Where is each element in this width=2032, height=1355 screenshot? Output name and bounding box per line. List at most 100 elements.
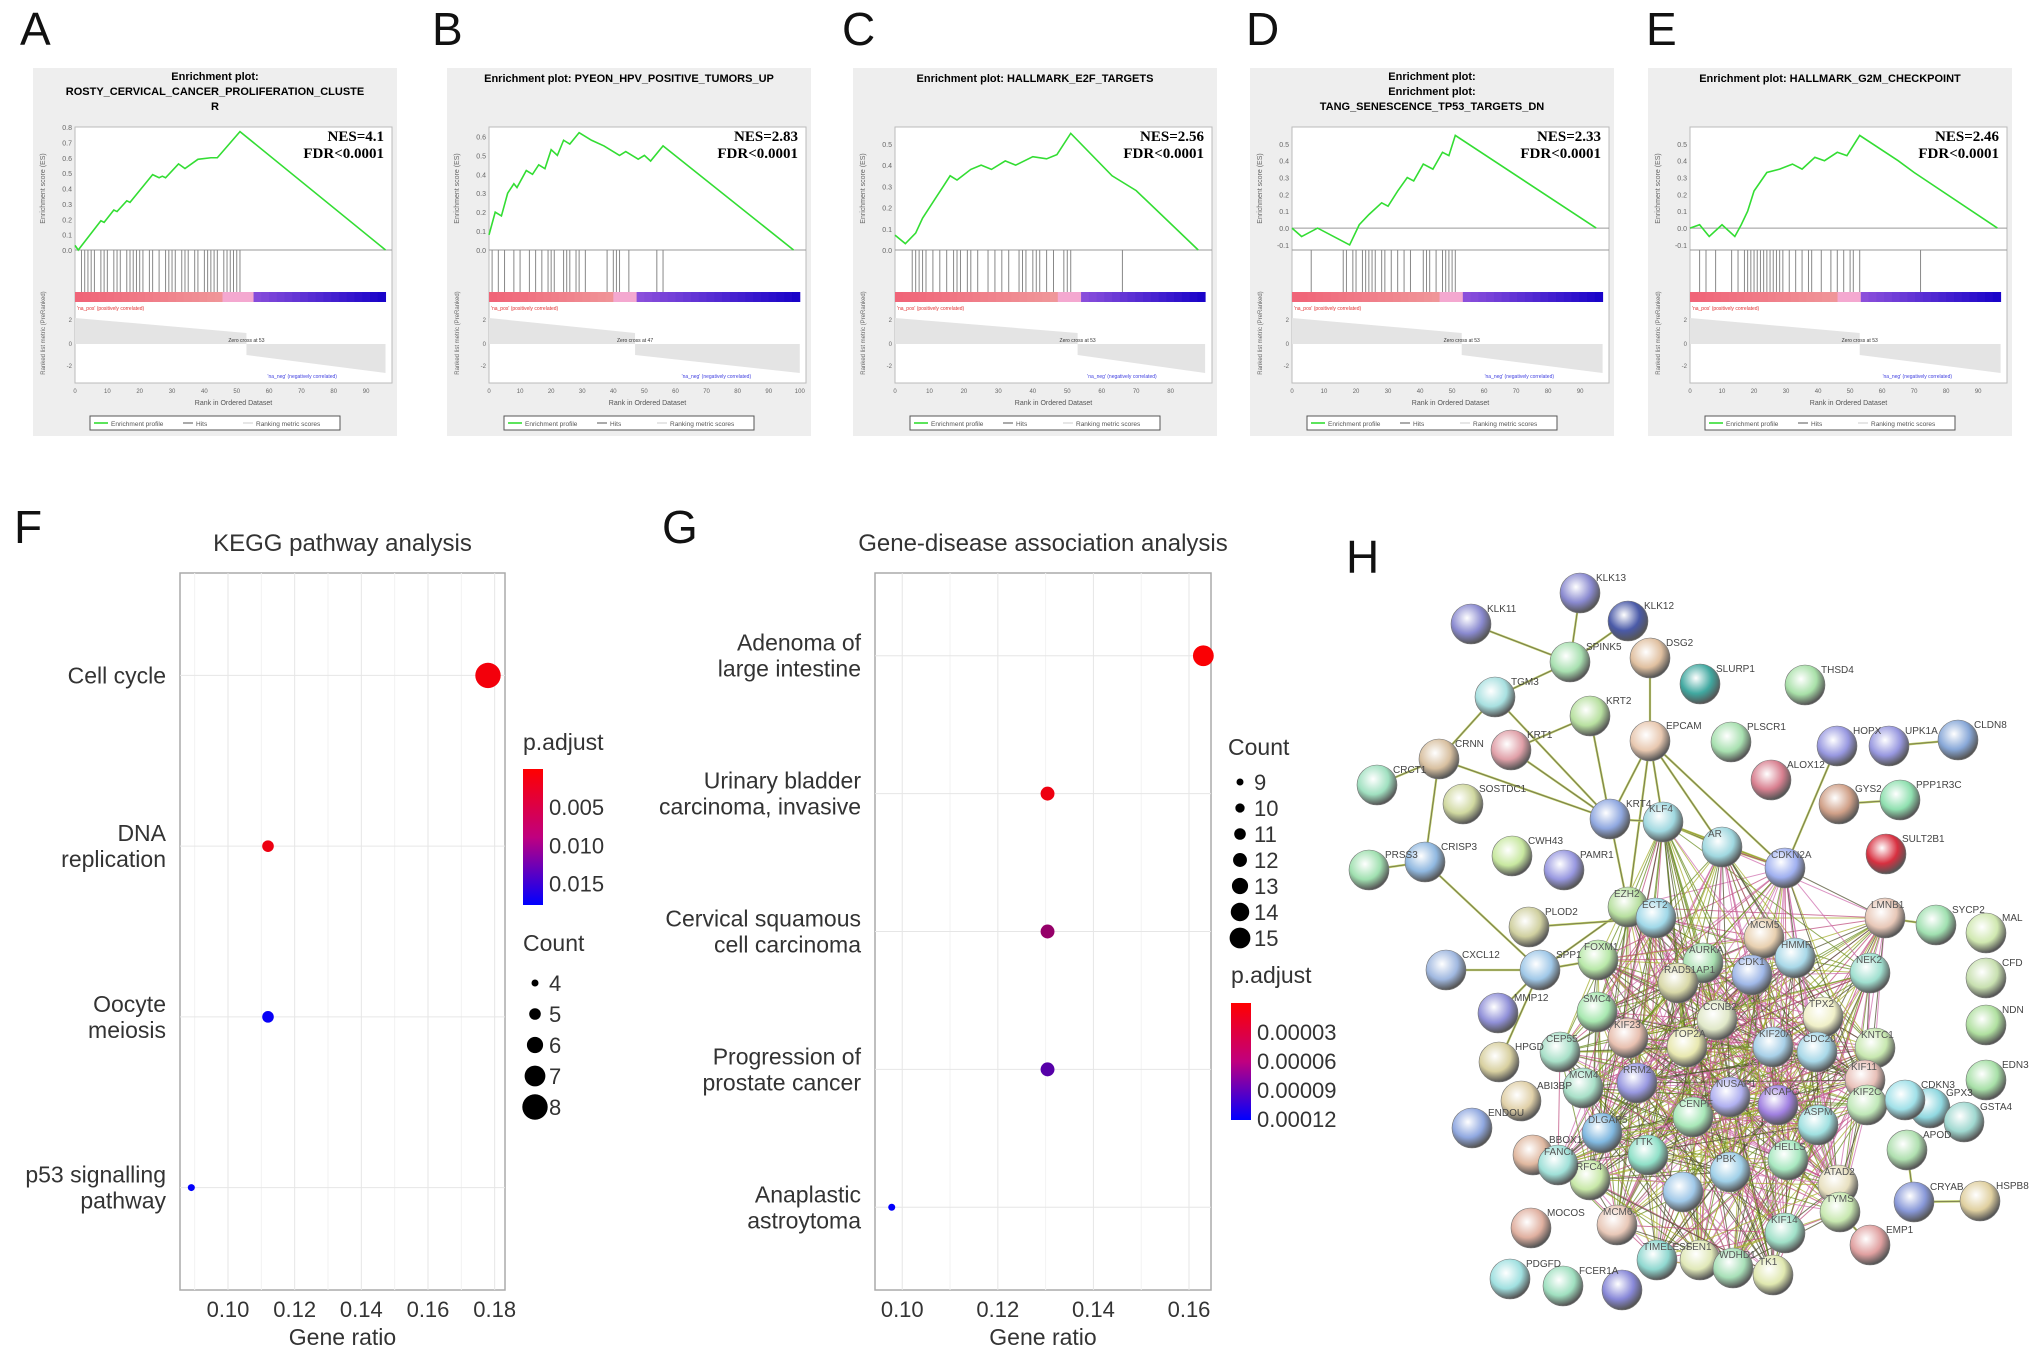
x-tick-label: 90 (765, 389, 772, 395)
protein-node (1796, 1031, 1838, 1073)
x-tick-label: 50 (233, 389, 240, 395)
es-tick-label: 0.1 (1279, 209, 1289, 216)
rank-color-segment (691, 292, 700, 302)
rank-color-segment (1721, 292, 1730, 302)
protein-label: TYMS (1826, 1194, 1854, 1205)
rank-color-segment (152, 292, 161, 302)
x-tick-label: 60 (672, 389, 679, 395)
nes-value: NES=2.83 (734, 129, 798, 145)
protein-node (1965, 1059, 2007, 1101)
size-legend-label: 6 (549, 1033, 561, 1058)
protein-node (1559, 572, 1601, 614)
rank-color-segment (1571, 292, 1580, 302)
network-edge (1627, 906, 1774, 1276)
zero-cross-label: Zero cross at 47 (617, 338, 653, 344)
enrichment-profile-line (1689, 134, 1998, 238)
rank-color-segment (1361, 292, 1371, 302)
rank-color-segment (1065, 292, 1074, 302)
metric-positive-area (895, 318, 1078, 344)
rank-color-segment (1884, 292, 1893, 302)
network-edge (1601, 1046, 1774, 1134)
protein-label: KLK12 (1644, 601, 1674, 612)
protein-node (1474, 676, 1516, 718)
color-legend-tick: 0.00006 (1257, 1049, 1337, 1074)
rank-color-segment (1455, 292, 1464, 302)
color-legend-tick: 0.005 (549, 795, 604, 820)
protein-node (1696, 999, 1738, 1041)
x-tick-label: 90 (363, 389, 370, 395)
metric-negative-area (1859, 344, 2001, 373)
panel-label-g: G (662, 501, 698, 553)
rank-color-segment (496, 292, 506, 302)
rank-color-segment (1493, 292, 1503, 302)
size-legend-label: 7 (549, 1064, 561, 1089)
rank-color-segment (245, 292, 255, 302)
es-tick-label: 0.5 (62, 171, 72, 178)
es-tick-label: 0.2 (1677, 192, 1687, 199)
protein-label: TIMELESS (1643, 1242, 1693, 1253)
es-tick-label: 0.2 (62, 217, 72, 224)
zero-cross-label: Zero cross at 53 (1444, 338, 1480, 344)
protein-label: CEP55 (1546, 1034, 1578, 1045)
rank-color-segment (1011, 292, 1020, 302)
color-legend-tick: 0.00003 (1257, 1020, 1337, 1045)
rank-color-segment (1377, 292, 1386, 302)
x-tick-label: 10 (104, 389, 111, 395)
fdr-value: FDR<0.0001 (1918, 146, 1999, 162)
rank-color-segment (1501, 292, 1510, 302)
protein-node (1478, 1041, 1520, 1083)
color-legend-tick: 0.010 (549, 833, 604, 858)
kegg-dot-plot: KEGG pathway analysis 0.10 0.12 0.14 0.16 0.1… (25, 530, 604, 1350)
rank-color-segment (698, 292, 708, 302)
protein-label: HPGD (1515, 1042, 1544, 1053)
neg-correlated-label: 'na_neg' (negatively correlated) (1485, 374, 1555, 380)
rank-color-segment (1112, 292, 1121, 302)
legend-box (1306, 415, 1558, 431)
protein-label: KNTC1 (1861, 1030, 1894, 1041)
protein-label: MAL (2002, 913, 2023, 924)
x-tick-label: 20 (1751, 389, 1758, 395)
x-axis-label: Gene ratio (289, 1324, 396, 1350)
protein-label: KIF14 (1771, 1215, 1798, 1226)
plot-title-line: TANG_SENESCENCE_TP53_TARGETS_DN (1320, 101, 1545, 113)
legend-box (503, 415, 755, 431)
protein-label: EZH2 (1614, 889, 1640, 900)
protein-label: SOSTDC1 (1479, 784, 1527, 795)
size-legend-dot (1231, 877, 1249, 895)
x-axis-label: Rank in Ordered Dataset (1810, 400, 1887, 407)
rank-color-segment (1478, 292, 1487, 302)
pos-correlated-label: 'na_pos' (positively correlated) (1692, 306, 1760, 312)
es-tick-label: 0.1 (1677, 209, 1687, 216)
x-tick-label: 0.10 (881, 1297, 924, 1322)
protein-label: DLGAP5 (1588, 1115, 1628, 1126)
rank-color-segment (995, 292, 1005, 302)
plot-title-line: ROSTY_CERVICAL_CANCER_PROLIFERATION_CLUS… (66, 86, 364, 98)
rank-color-segment (1829, 292, 1839, 302)
rank-color-segment (129, 292, 138, 302)
protein-label: MMP12 (1514, 993, 1549, 1004)
rank-color-segment (926, 292, 935, 302)
protein-node (1576, 991, 1618, 1033)
rank-color-segment (323, 292, 332, 302)
color-legend-tick: 0.00012 (1257, 1107, 1337, 1132)
rank-color-segment (1759, 292, 1769, 302)
es-tick-label: 0.2 (476, 210, 486, 217)
network-edge (1662, 821, 1841, 1213)
rank-color-segment (1837, 292, 1846, 302)
es-axis-label: Enrichment score (ES) (454, 153, 461, 223)
legend-profile-label: Enrichment profile (525, 421, 578, 428)
es-axis-label: Enrichment score (ES) (860, 153, 867, 223)
rank-color-segment (918, 292, 927, 302)
protein-node (1672, 1096, 1714, 1138)
es-tick-label: 0.3 (1279, 176, 1289, 183)
protein-label: PAMR1 (1580, 850, 1614, 861)
rank-color-segment (1524, 292, 1534, 302)
x-tick-label: 30 (1783, 389, 1790, 395)
rank-color-segment (238, 292, 247, 302)
protein-node (1701, 826, 1743, 868)
protein-label: TGM3 (1511, 677, 1539, 688)
protein-node (1489, 1258, 1531, 1300)
network-edge (1596, 867, 1786, 1013)
rank-color-segment (1050, 292, 1059, 302)
rank-color-segment (175, 292, 185, 302)
